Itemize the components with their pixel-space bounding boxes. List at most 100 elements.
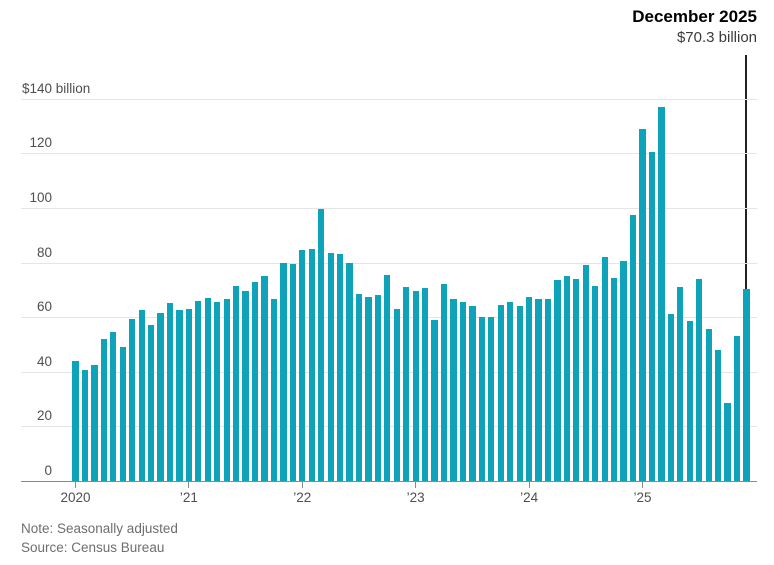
bar [554,280,561,481]
bar [743,289,750,481]
bar [280,262,287,481]
bar [270,299,278,481]
bar [185,308,193,481]
bar [648,151,656,481]
bar [677,287,684,481]
bar [91,364,98,481]
bar [318,209,325,481]
bar [289,263,296,481]
bar [374,295,382,481]
chart-note: Note: Seasonally adjusted [21,521,178,536]
bar [412,291,419,481]
bar [667,314,674,481]
y-axis-label: $140 billion [22,80,91,96]
y-axis-label: 0 [44,463,52,478]
bar [261,276,268,481]
bar [535,299,542,481]
bar [119,347,126,481]
bar [516,306,523,481]
bar [705,329,712,481]
bar [686,321,693,481]
bar [327,252,334,481]
bar [440,284,448,481]
x-axis-label: ’21 [179,490,198,505]
y-axis-label: 40 [36,353,52,369]
bar [81,370,89,481]
bar [166,303,174,481]
bar [488,317,495,481]
annotation-callout: December 2025 $70.3 billion [632,6,757,47]
x-axis-tick [301,481,303,488]
bar [658,106,665,481]
bar [242,291,249,481]
bar [204,298,211,481]
bar [384,274,391,481]
bar [223,299,230,481]
bar [195,300,202,481]
bar [147,325,155,481]
bar [450,299,457,481]
bar [308,248,315,481]
bar [251,281,259,481]
bar [422,288,429,481]
bar [336,254,344,481]
x-axis-label: ’23 [406,490,425,505]
x-axis-label: 2020 [60,490,91,505]
x-axis-tick [188,481,190,488]
bar [469,306,476,481]
bar [355,293,363,481]
x-axis-label: ’25 [633,490,652,505]
bar [72,360,79,481]
bar [365,296,372,481]
bar [403,287,410,481]
bar [611,277,618,481]
bar [138,310,145,481]
bar [431,319,438,481]
x-axis-tick [415,481,417,488]
bar [507,302,514,481]
bar [714,349,722,481]
bar [525,296,533,481]
x-axis-tick [641,481,644,488]
bar [176,310,183,481]
bar [497,304,504,481]
gridline [21,207,757,209]
bar [563,276,571,481]
annotation-title: December 2025 [632,7,757,26]
bar [573,278,580,481]
gridline [21,262,757,264]
bar [393,308,400,481]
bar [100,338,107,481]
bar [299,250,306,481]
bar [233,285,240,481]
bar [733,336,741,481]
x-axis-line [21,480,757,483]
y-axis-label: 120 [29,135,52,151]
bar [157,313,164,481]
x-axis-tick [528,481,530,488]
chart-source: Source: Census Bureau [21,540,165,555]
y-axis-label: 80 [36,244,52,260]
annotation-callout-line [745,55,747,289]
y-axis-label: 100 [29,189,52,205]
gridline [21,98,757,100]
y-axis-label: 20 [36,408,52,424]
bar [724,403,731,481]
bar [544,299,552,481]
bar [592,285,599,481]
bar [582,265,589,481]
x-axis-label: ’22 [293,490,312,505]
gridline [21,153,757,155]
annotation-value: $70.3 billion [676,29,757,46]
bar [110,332,117,481]
bar [601,257,608,481]
bar [620,261,627,481]
bar [346,262,353,481]
bar [129,318,136,481]
bar [629,214,637,481]
y-axis-label: 60 [36,299,52,315]
bar [214,302,221,481]
bar [478,317,485,481]
bar [696,278,703,481]
